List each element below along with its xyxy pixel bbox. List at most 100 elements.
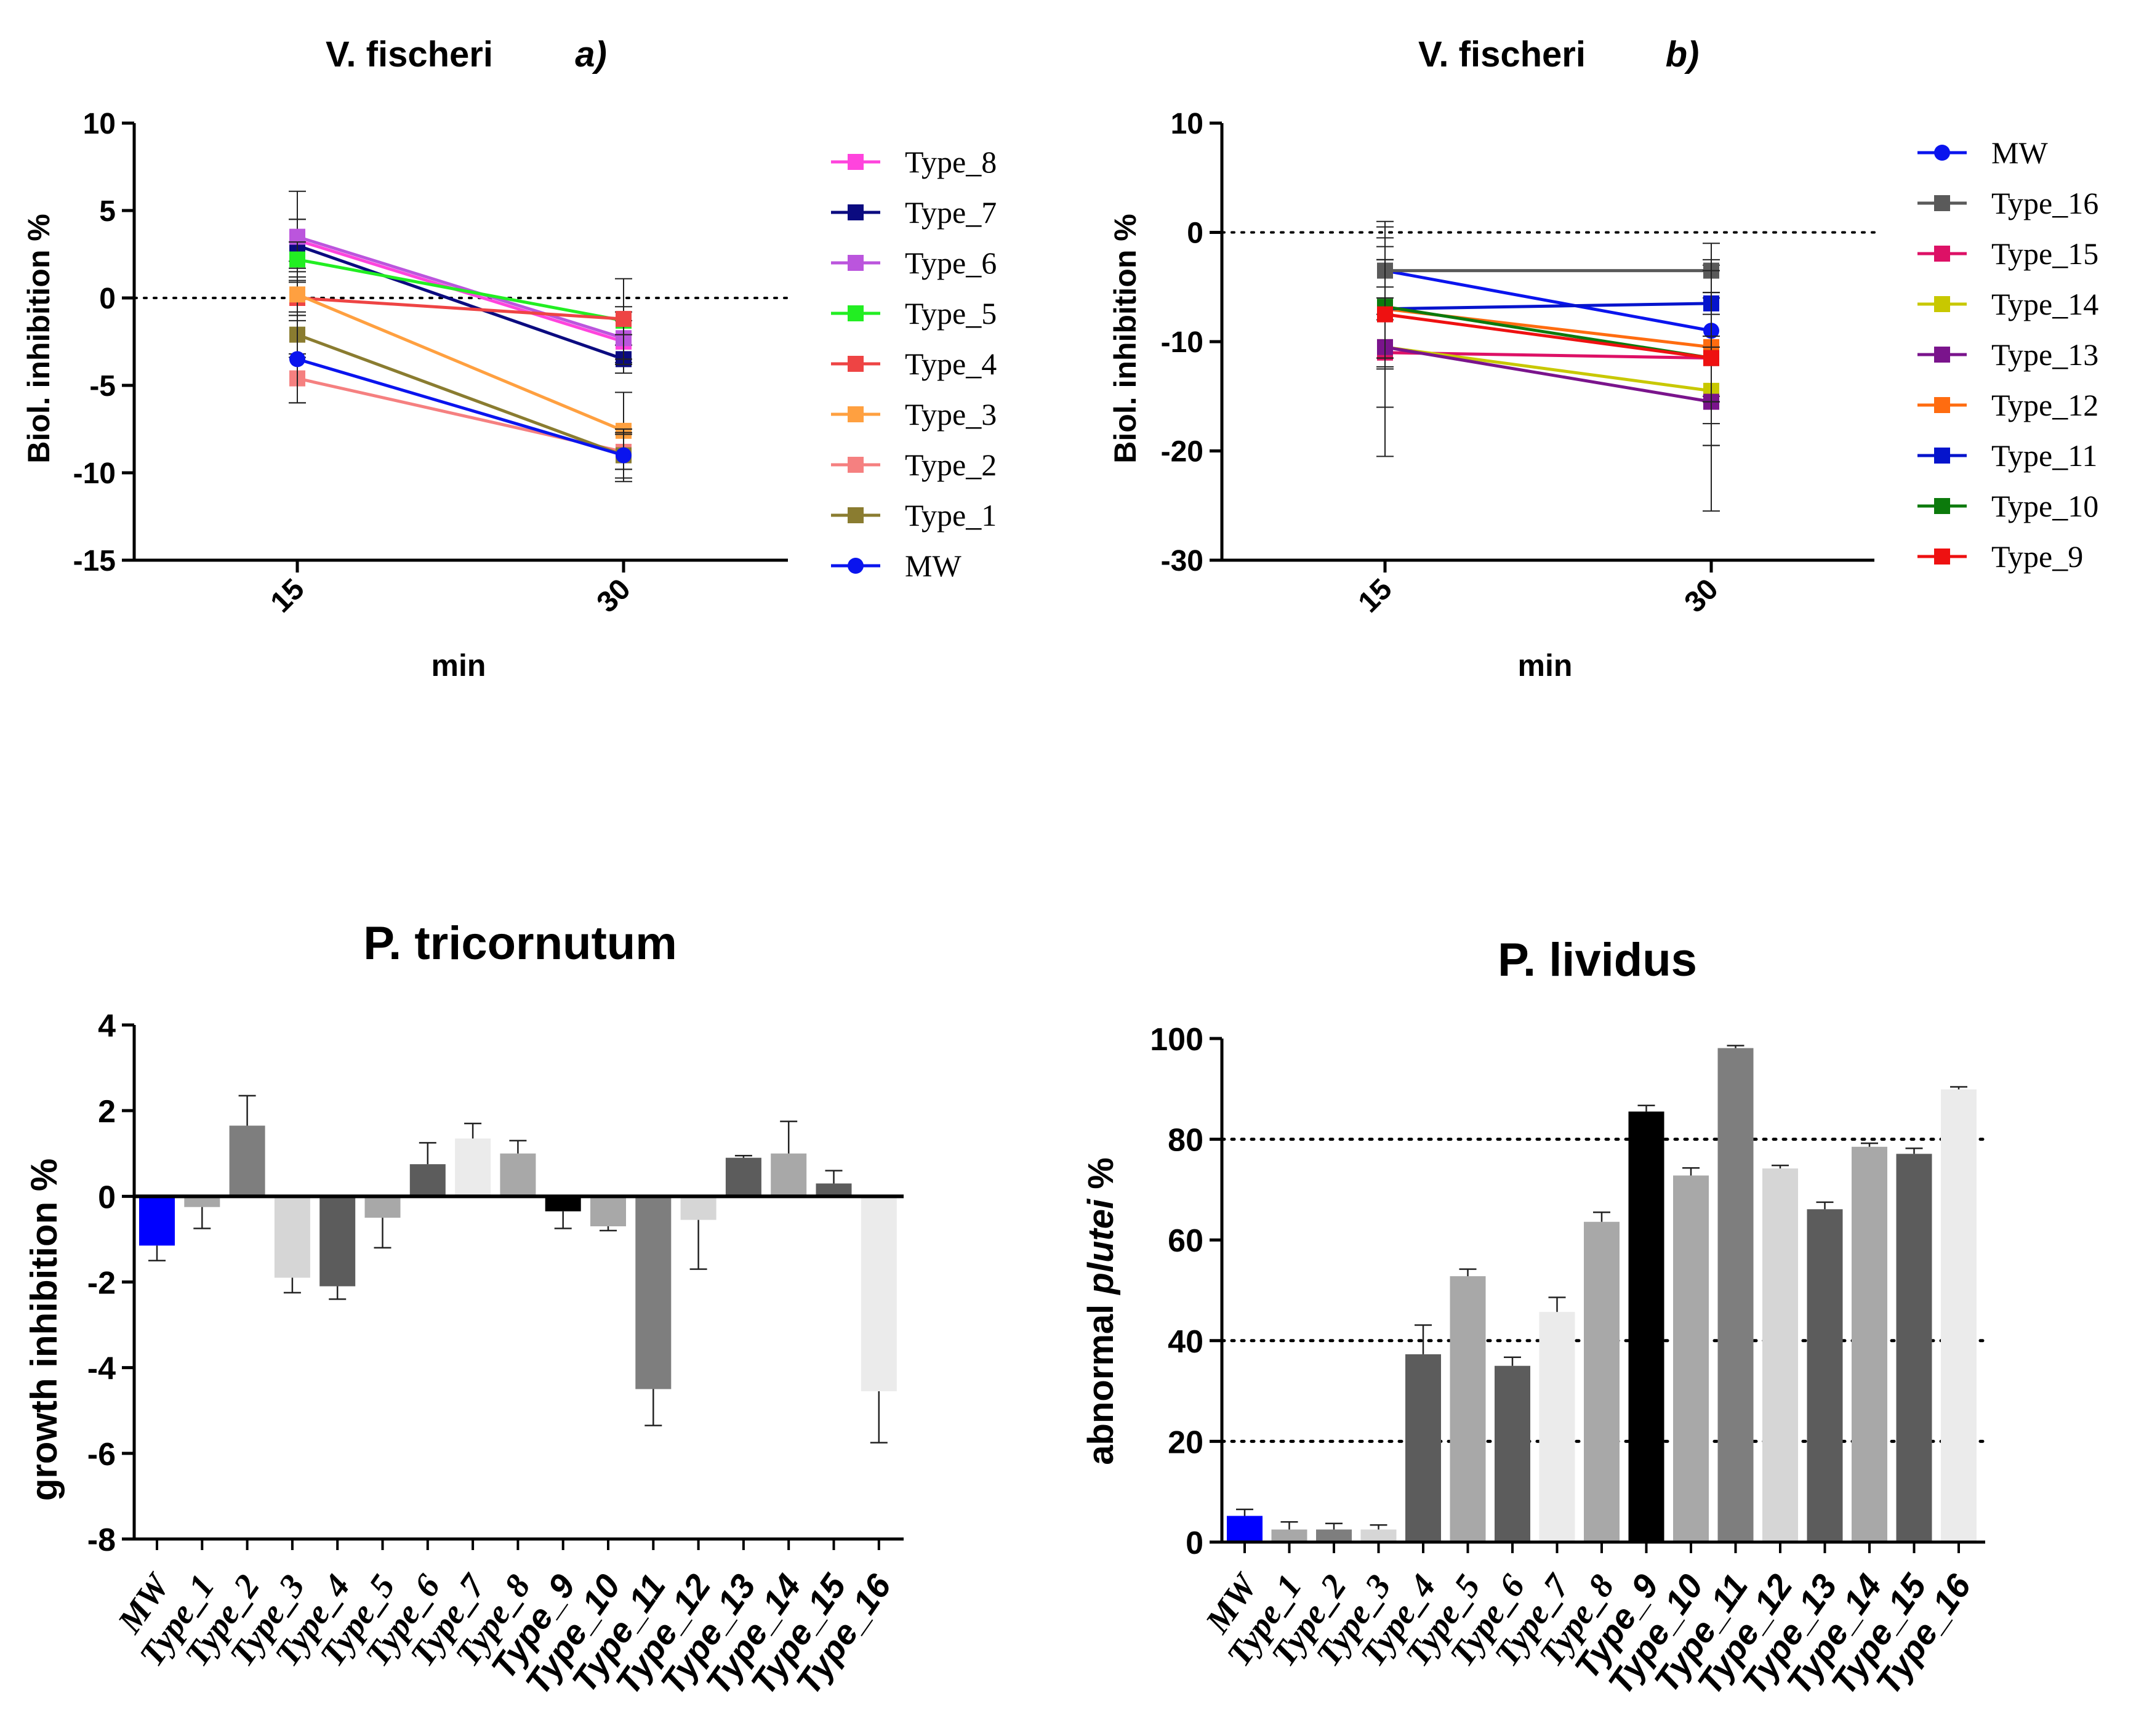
legend-marker	[848, 406, 864, 422]
series-line	[1384, 345, 1712, 404]
x-tick-label: 30	[1679, 573, 1725, 619]
bar	[590, 1196, 626, 1227]
c-bar-group	[455, 1122, 491, 1197]
legend-label: Type_8	[905, 145, 997, 179]
b-series-type-9	[1376, 259, 1720, 403]
d-bar-group	[1852, 1142, 1887, 1542]
panel-d-ylabel-suffix: %	[1081, 1157, 1121, 1199]
bar	[1584, 1221, 1620, 1542]
c-bar-group	[590, 1196, 626, 1232]
c-bar-group	[635, 1196, 672, 1426]
d-bar-group	[1227, 1508, 1263, 1542]
a-series-type-6	[289, 190, 632, 365]
legend-label: Type_2	[905, 448, 997, 482]
y-tick-label: -2	[87, 1266, 116, 1301]
panel-a-ylabel: Biol. inhibition %	[22, 214, 56, 464]
b-legend-item: Type_14	[1917, 287, 2098, 321]
series-line	[297, 258, 624, 323]
bar	[771, 1153, 807, 1197]
legend-marker	[848, 255, 864, 271]
c-bar-group	[771, 1120, 807, 1197]
series-line	[297, 244, 624, 361]
panel-d-ylabel-italic: plutei	[1081, 1198, 1121, 1296]
a-legend-item: Type_1	[831, 498, 997, 532]
legend-label: MW	[905, 549, 962, 583]
b-series-type-12	[1376, 259, 1720, 403]
y-tick-label: 10	[1171, 108, 1203, 140]
panel-b-legend: MW Type_16 Type_15 Type_14 Type_13 Type_12 Typ…	[1917, 135, 2098, 574]
panel-c-title: P. tricornutum	[363, 917, 677, 970]
a-legend-item: Type_7	[831, 195, 997, 230]
d-bar-group	[1896, 1147, 1932, 1542]
panel-b-ylabel: Biol. inhibition %	[1108, 214, 1142, 464]
legend-label: Type_12	[1991, 388, 2098, 422]
c-bar-group	[545, 1196, 581, 1229]
y-tick-label: -20	[1161, 436, 1203, 468]
legend-label: Type_11	[1991, 438, 2097, 473]
bar	[1673, 1175, 1709, 1542]
c-bar-group	[861, 1196, 897, 1444]
series-line	[297, 235, 624, 340]
c-bar-group	[274, 1196, 310, 1294]
panel-b-title: V. fischeri	[1418, 34, 1586, 74]
bar	[635, 1196, 672, 1389]
y-tick-label: 5	[99, 195, 116, 228]
d-bar-group	[1316, 1522, 1352, 1542]
y-tick-label: 2	[98, 1094, 116, 1130]
bar	[680, 1196, 717, 1220]
a-legend-item: Type_2	[831, 448, 997, 482]
b-legend-item: Type_11	[1917, 438, 2097, 473]
b-legend-item: Type_16	[1917, 186, 2098, 220]
c-bar-group	[229, 1095, 265, 1197]
bar	[725, 1157, 761, 1197]
bar	[1495, 1365, 1530, 1542]
legend-marker	[1934, 145, 1950, 161]
d-bar-group	[1762, 1164, 1798, 1542]
panel-a-xlabel: min	[432, 648, 486, 683]
d-bar-group	[1673, 1167, 1709, 1542]
a-legend-item: Type_6	[831, 246, 997, 280]
legend-marker	[848, 507, 864, 523]
panel-b-plot	[1376, 220, 1720, 512]
legend-marker	[1934, 448, 1950, 464]
bar	[1316, 1529, 1352, 1542]
x-tick-label: 15	[1352, 573, 1399, 619]
legend-label: Type_7	[905, 195, 997, 230]
bar	[1896, 1154, 1932, 1542]
series-line	[1384, 269, 1712, 332]
y-tick-label: 80	[1168, 1123, 1203, 1159]
bar	[364, 1196, 401, 1218]
b-series-type-14	[1376, 286, 1720, 446]
a-legend-item: Type_4	[831, 347, 997, 381]
panel-b: V. fischeri b) Biol. inhibition % min 10…	[1108, 34, 2098, 683]
d-bar-group	[1941, 1086, 1977, 1542]
b-legend-item: MW	[1917, 135, 2048, 170]
bar	[409, 1164, 446, 1197]
b-legend-item: Type_12	[1917, 388, 2098, 422]
legend-marker	[848, 204, 864, 220]
y-tick-label: -8	[87, 1522, 116, 1558]
y-tick-label: -10	[1161, 326, 1203, 359]
series-line	[297, 293, 624, 433]
y-tick-label: -4	[87, 1351, 116, 1387]
y-tick-label: 20	[1168, 1425, 1203, 1460]
y-tick-label: 0	[1186, 1525, 1203, 1561]
bar	[1717, 1048, 1754, 1542]
b-legend-item: Type_9	[1917, 539, 2083, 574]
legend-label: Type_14	[1991, 287, 2098, 321]
panel-a-legend: Type_8 Type_7 Type_6 Type_5 Type_4 Type_3 Type…	[831, 145, 997, 583]
bar	[1807, 1209, 1843, 1542]
legend-marker	[1934, 246, 1950, 262]
d-bar-group	[1539, 1296, 1575, 1542]
legend-marker	[848, 356, 864, 372]
bar	[816, 1183, 852, 1197]
c-bar-group	[319, 1196, 356, 1300]
panel-a: V. fischeri a) Biol. inhibition % min 10…	[22, 34, 997, 683]
d-bar-group	[1360, 1524, 1397, 1542]
series-line	[1384, 345, 1712, 393]
d-bar-group	[1271, 1521, 1307, 1542]
y-tick-label: -6	[87, 1437, 116, 1473]
c-bar-group	[364, 1196, 401, 1249]
legend-label: Type_9	[1991, 539, 2083, 574]
